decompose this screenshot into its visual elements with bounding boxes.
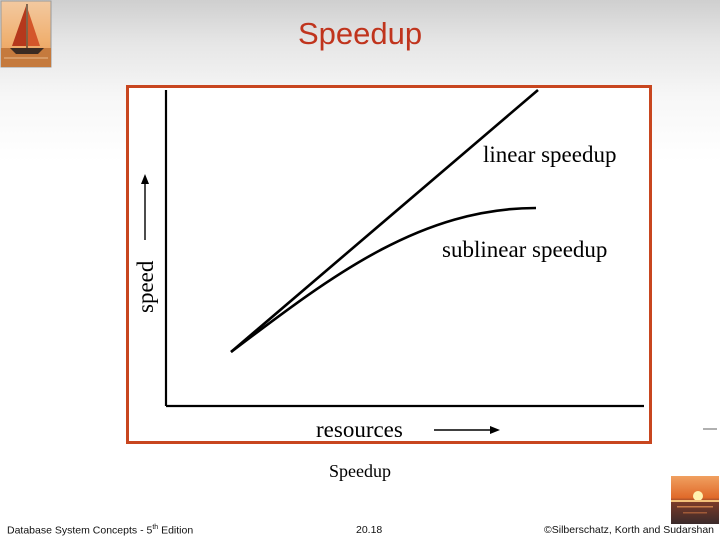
footer-slide-number: 20.18 [356, 524, 383, 536]
footer-book-main: Database System Concepts - 5 [7, 524, 153, 537]
footer-book-sup: th [152, 524, 159, 531]
linear-speedup-line [230, 89, 539, 353]
y-arrow-head [141, 174, 149, 184]
sublinear-speedup-label: sublinear speedup [442, 237, 607, 262]
speedup-figure: linear speedup sublinear speedup speed r… [126, 85, 652, 444]
decorative-dash [703, 428, 717, 430]
sailboat-logo-icon [0, 0, 52, 68]
sunset-logo-icon [671, 476, 719, 524]
y-axis-label: speed [133, 260, 158, 313]
linear-speedup-label: linear speedup [483, 142, 616, 167]
footer-book-end: Edition [158, 524, 194, 537]
footer-book-title: Database System Concepts - 5th Edition [7, 524, 193, 537]
figure-caption: Speedup [329, 461, 391, 481]
footer-copyright: ©Silberschatz, Korth and Sudarshan [544, 524, 714, 536]
x-axis-label: resources [316, 417, 403, 441]
x-arrow-head [490, 426, 500, 434]
sublinear-speedup-curve [230, 206, 537, 354]
slide-title: Speedup [297, 16, 423, 51]
